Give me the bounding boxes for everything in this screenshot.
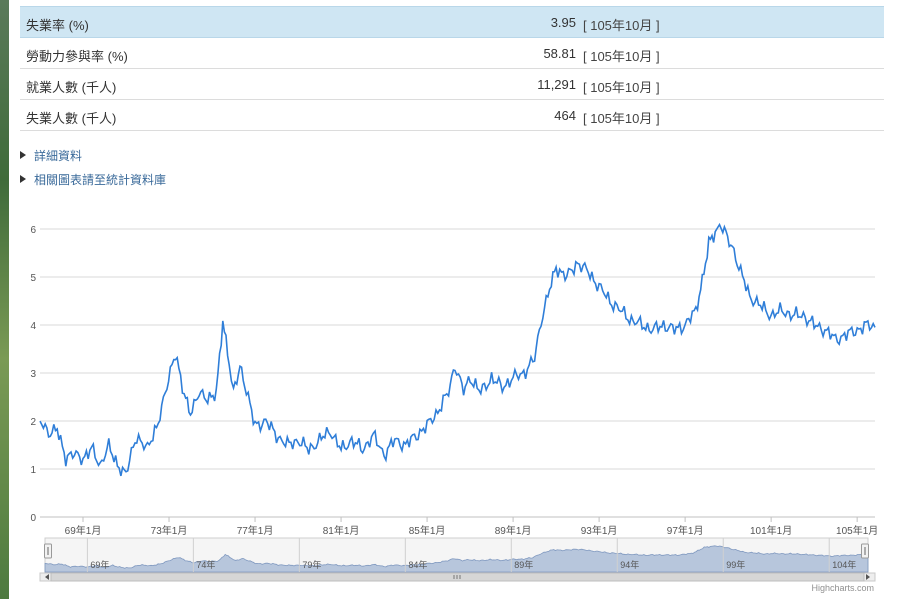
stat-period: [ 105年10月 ] [583,80,660,95]
stat-label: 失業人數 (千人) [26,111,117,126]
navigator-area [44,545,869,573]
y-tick-label: 0 [30,513,36,524]
stat-period: [ 105年10月 ] [583,18,660,33]
navigator-label: 74年 [196,559,215,570]
navigator-label: 99年 [726,559,745,570]
x-tick-label: 93年1月 [581,524,618,537]
stat-value: 3.95 [550,15,576,30]
stat-row-unemployed[interactable]: 失業人數 (千人) 464 [ 105年10月 ] [20,100,884,131]
navigator-label: 69年 [90,559,109,570]
stat-label: 就業人數 (千人) [26,80,117,95]
series-line-group [39,222,876,477]
highcharts-credit[interactable]: Highcharts.com [811,583,874,593]
stat-label: 失業率 (%) [26,18,89,33]
x-tick-label: 97年1月 [667,524,704,537]
y-tick-label: 6 [30,225,36,236]
y-tick-label: 4 [30,321,36,332]
stat-period: [ 105年10月 ] [583,111,660,126]
links-section: 詳細資料 相關圖表請至統計資料庫 [20,143,166,191]
expand-triangle-icon [20,151,26,159]
x-tick-label: 89年1月 [495,524,532,537]
navigator-label: 94年 [620,559,639,570]
expand-triangle-icon [20,175,26,183]
x-tick-label: 77年1月 [237,524,274,537]
database-link[interactable]: 相關圖表請至統計資料庫 [20,167,166,191]
x-tick-labels: 69年1月 73年1月 77年1月 81年1月 85年1月 89年1月 93年1月 97年1月… [65,517,878,537]
details-link[interactable]: 詳細資料 [20,143,166,167]
stat-label: 勞動力參與率 (%) [26,49,128,64]
navigator-label: 79年 [302,559,321,570]
stat-row-employed[interactable]: 就業人數 (千人) 11,291 [ 105年10月 ] [20,69,884,100]
scroll-left-arrow-icon [45,574,49,580]
range-navigator[interactable]: 69年 74年 79年 84年 89年 94年 99年 104年 [39,537,876,582]
x-tick-label: 69年1月 [65,524,102,537]
x-tick-label: 105年1月 [836,524,878,537]
database-link-label: 相關圖表請至統計資料庫 [34,172,167,187]
stat-value: 464 [554,108,576,123]
page-side-strip [0,0,9,599]
stat-row-unemployment-rate[interactable]: 失業率 (%) 3.95 [ 105年10月 ] [20,6,884,38]
stat-value: 58.81 [543,46,576,61]
navigator-label: 104年 [832,559,856,570]
y-tick-label: 2 [30,417,36,428]
x-tick-label: 81年1月 [323,524,360,537]
x-tick-label: 73年1月 [151,524,188,537]
navigator-label: 89年 [514,559,533,570]
y-tick-label: 5 [30,273,36,284]
y-tick-labels: 0 1 2 3 4 5 6 [30,225,36,524]
stat-row-labor-participation[interactable]: 勞動力參與率 (%) 58.81 [ 105年10月 ] [20,38,884,69]
navigator-label: 84年 [408,559,427,570]
chart-grid [40,228,875,518]
stat-value: 11,291 [537,77,576,92]
stats-table: 失業率 (%) 3.95 [ 105年10月 ] 勞動力參與率 (%) 58.8… [20,6,884,131]
x-tick-label: 101年1月 [750,524,792,537]
series-line [39,222,876,477]
stat-period: [ 105年10月 ] [583,49,660,64]
y-tick-label: 1 [30,465,36,476]
unemployment-line-chart: 0 1 2 3 4 5 6 69年1月 73年1月 77年1月 81年1月 85年1月 89年1月 93… [30,222,878,582]
scroll-right-arrow-icon [866,574,870,580]
y-tick-label: 3 [30,369,36,380]
details-link-label: 詳細資料 [34,148,83,163]
x-tick-label: 85年1月 [409,524,446,537]
